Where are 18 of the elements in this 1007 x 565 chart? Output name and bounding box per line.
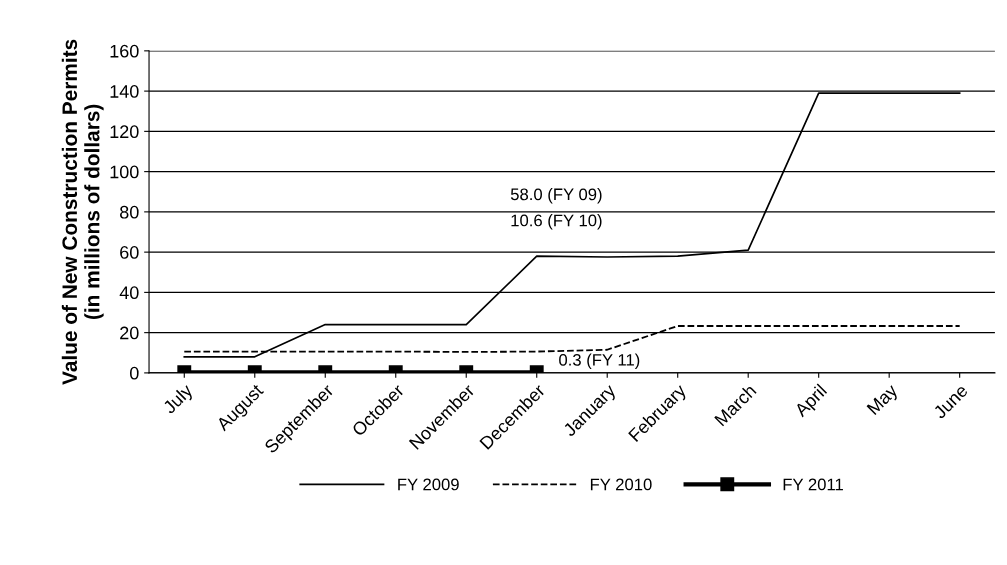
y-tick-label: 20 (120, 326, 139, 340)
legend-label: FY 2009 (398, 478, 459, 491)
annotation: 0.3 (FY 11) (559, 353, 640, 370)
x-tick-label: July (161, 382, 197, 418)
y-tick-label: 160 (110, 44, 139, 58)
y-tick-label: 60 (120, 246, 139, 259)
y-tick-label: 100 (110, 165, 139, 179)
annotation: 58.0 (FY 09) (510, 188, 602, 204)
legend-label: FY 2011 (783, 478, 843, 491)
y-tick-label: 0 (129, 366, 139, 380)
y-tick-label: 40 (119, 286, 139, 300)
annotation: 10.6 (FY 10) (511, 214, 602, 230)
y-tick-label: 120 (110, 125, 139, 139)
x-tick-label: May (866, 383, 902, 418)
y-tick-label: 80 (120, 205, 139, 219)
y-tick-label: 140 (110, 85, 139, 98)
legend-label: FY 2010 (590, 478, 652, 491)
y-axis-title: Value of New Construction Permits (in millions of dollars) (61, 39, 104, 385)
